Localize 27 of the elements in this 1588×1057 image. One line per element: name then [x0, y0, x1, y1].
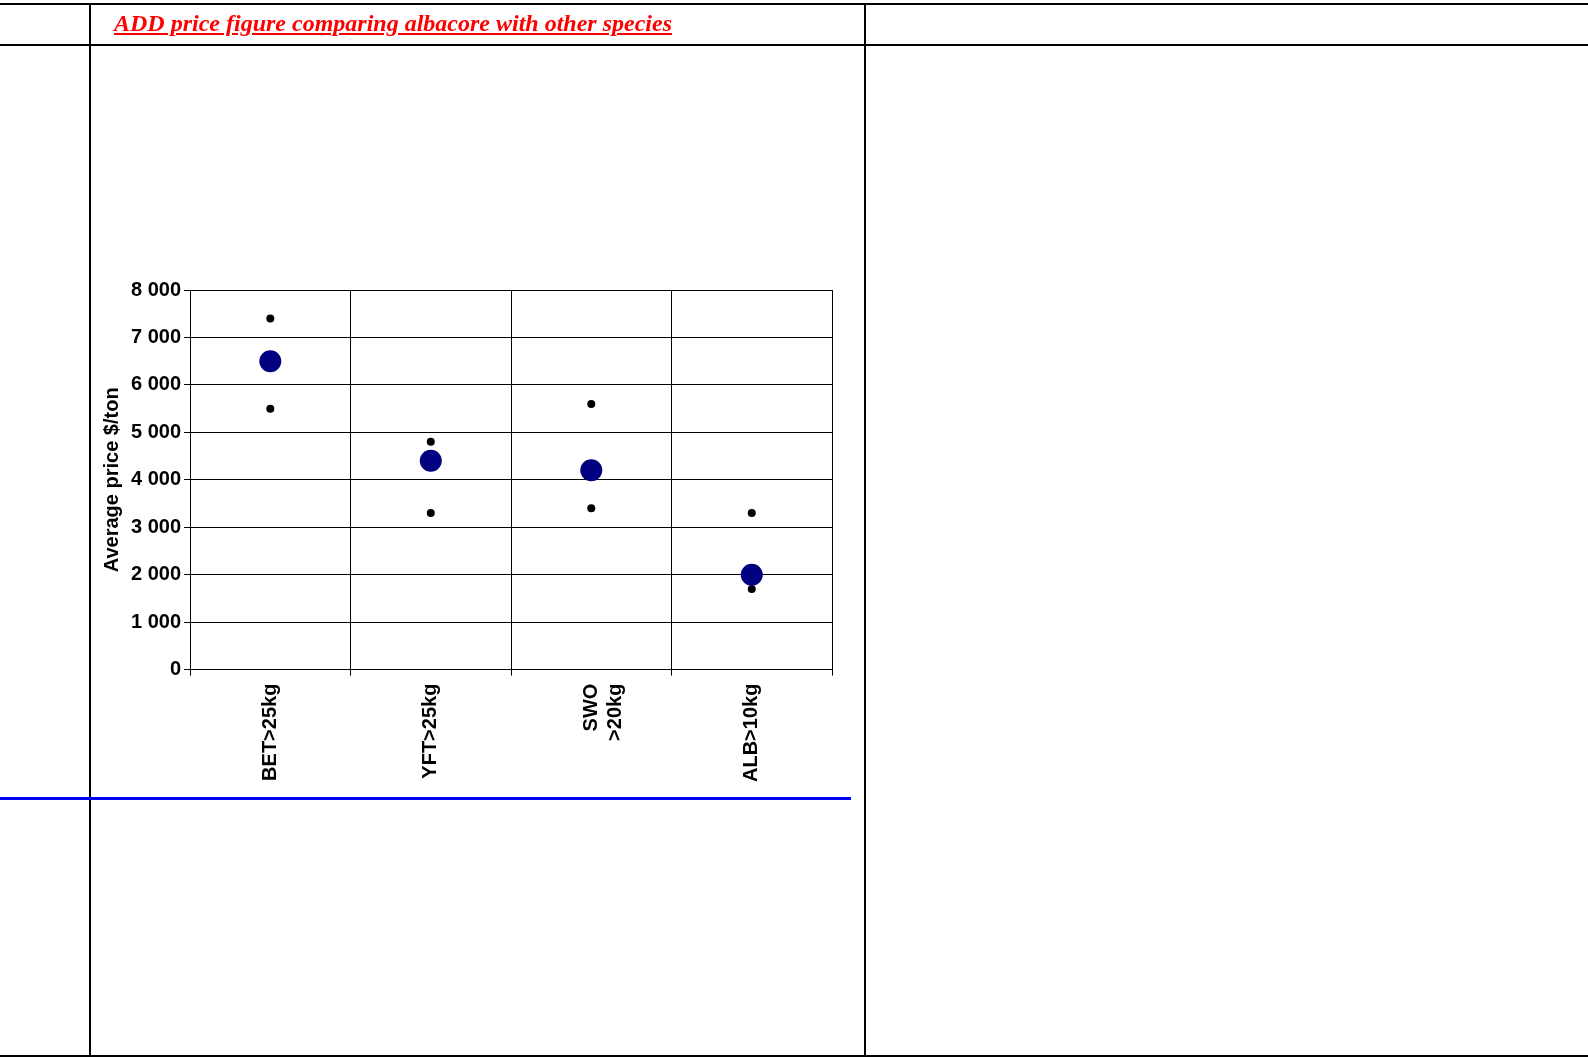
x-tick-label: SWO >20kg: [578, 683, 625, 741]
point: [587, 504, 596, 513]
y-tick-label: 1 000: [130, 609, 182, 632]
point: [587, 399, 596, 408]
y-axis-title: Average price $/ton: [99, 387, 122, 573]
point: [740, 563, 763, 586]
point: [747, 509, 756, 518]
y-tick-label: 6 000: [130, 372, 182, 395]
point: [426, 437, 435, 446]
point: [259, 350, 282, 373]
y-tick-label: 5 000: [130, 419, 182, 442]
point: [266, 314, 275, 323]
y-tick-label: 4 000: [130, 467, 182, 490]
y-tick-label: 0: [169, 657, 182, 680]
y-tick-label: 8 000: [130, 277, 182, 300]
x-tick-label: ALB>10kg: [739, 683, 762, 783]
chart-title: ADD price figure comparing albacore with other species: [114, 10, 672, 37]
x-tick-label: BET>25kg: [257, 683, 280, 781]
y-tick-label: 2 000: [130, 562, 182, 585]
point: [419, 449, 442, 472]
point: [426, 509, 435, 518]
y-tick-label: 7 000: [130, 324, 182, 347]
y-tick-label: 3 000: [130, 514, 182, 537]
point: [580, 459, 603, 482]
point: [747, 584, 756, 593]
point: [266, 404, 275, 413]
x-tick-label: YFT>25kg: [418, 683, 441, 779]
